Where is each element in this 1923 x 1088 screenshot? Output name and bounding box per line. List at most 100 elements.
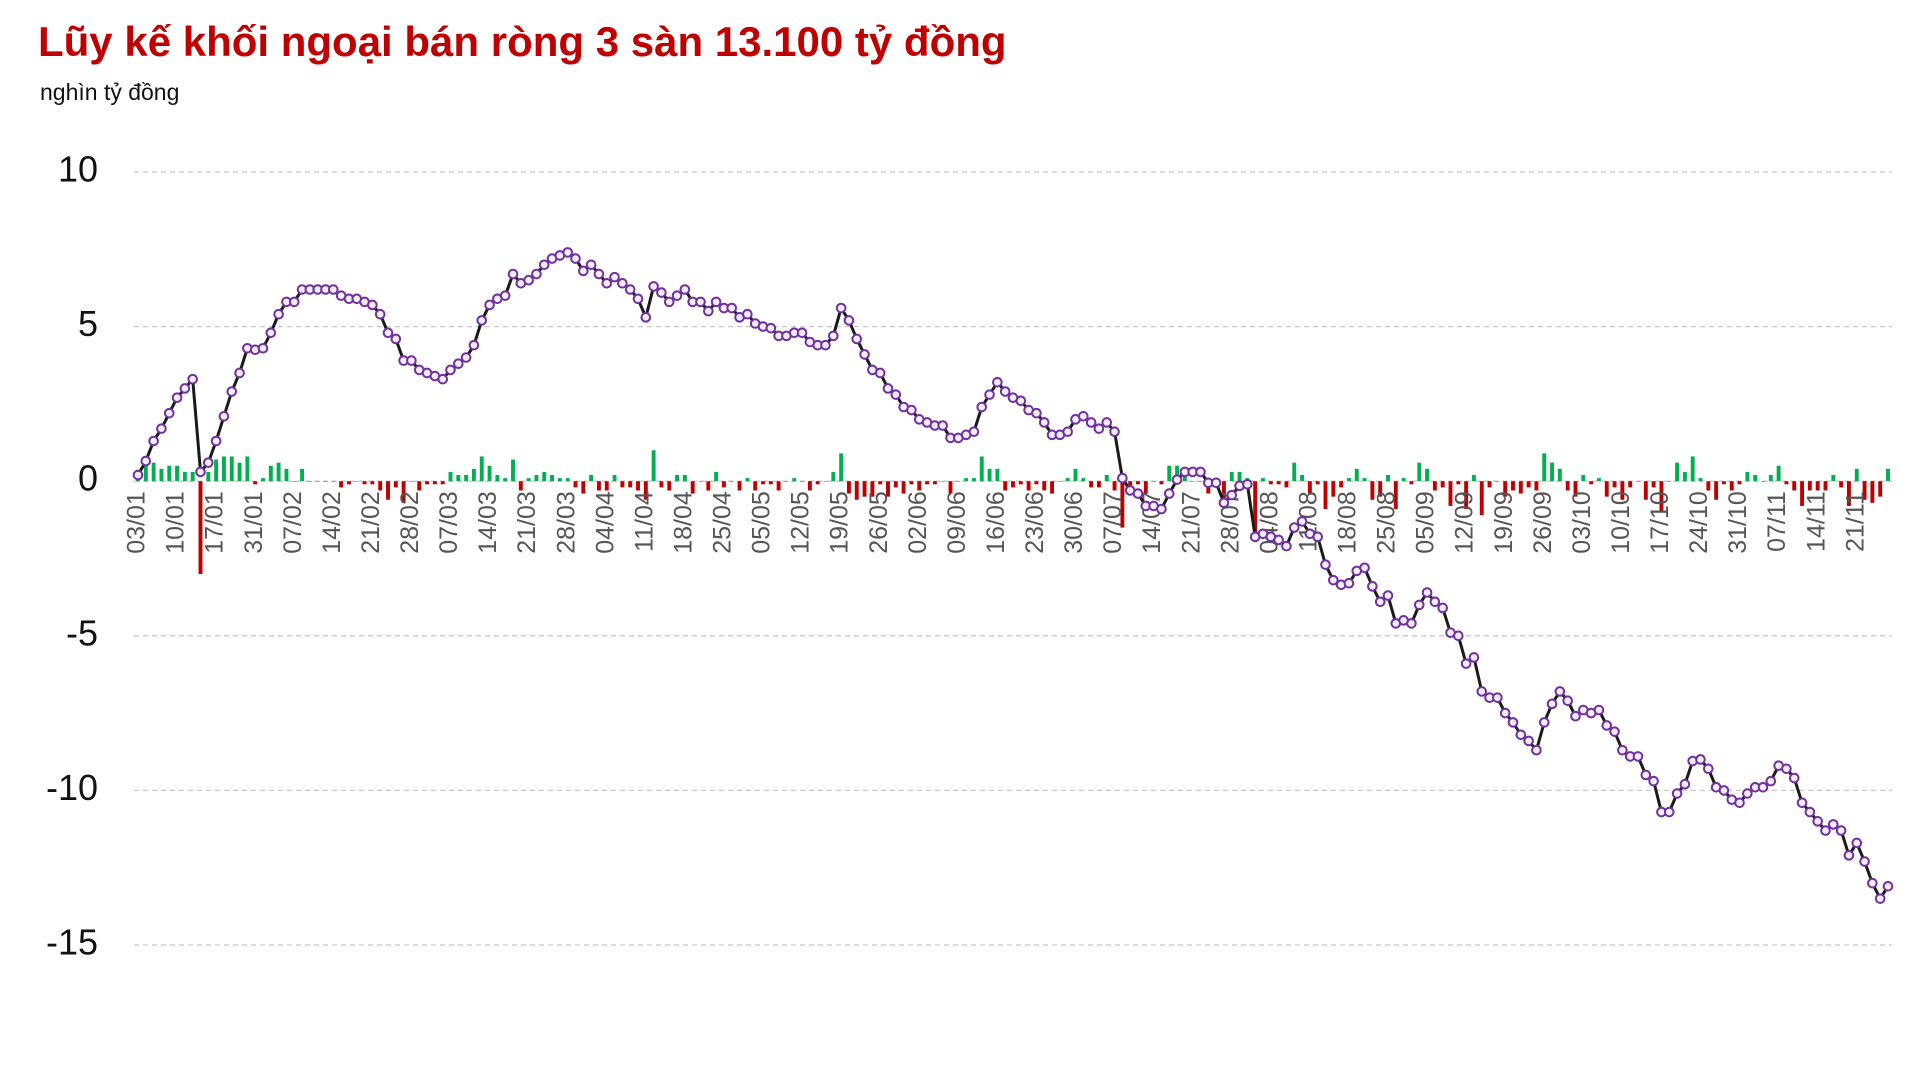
- bar: [870, 481, 875, 497]
- bar: [346, 481, 351, 485]
- line-marker: [484, 299, 495, 311]
- bar: [1339, 481, 1344, 488]
- line-marker: [742, 308, 753, 320]
- bar: [557, 478, 562, 482]
- line-marker: [695, 296, 706, 308]
- line-marker: [234, 367, 245, 379]
- line-marker: [1874, 893, 1886, 904]
- bar: [1518, 481, 1523, 494]
- line-marker: [648, 281, 659, 292]
- x-tick-label: 31/01: [240, 491, 268, 554]
- line-marker: [1835, 825, 1847, 836]
- line-marker: [656, 287, 667, 298]
- x-tick-label: 18/08: [1334, 491, 1362, 554]
- bar: [768, 481, 773, 485]
- bar: [393, 481, 398, 488]
- bar: [182, 471, 187, 482]
- bar: [1651, 481, 1656, 488]
- x-tick-label: 25/08: [1373, 491, 1401, 554]
- line-marker: [593, 268, 605, 280]
- line-marker: [1663, 806, 1675, 818]
- line-marker: [968, 426, 980, 438]
- bar: [1487, 481, 1492, 488]
- bar: [948, 481, 953, 494]
- bar: [526, 478, 531, 482]
- line-marker: [453, 358, 464, 370]
- line-marker: [1695, 754, 1706, 765]
- line-marker: [726, 302, 738, 314]
- bar: [425, 481, 430, 485]
- line-marker: [828, 330, 839, 342]
- line-marker: [1531, 744, 1542, 756]
- line-marker: [1281, 540, 1292, 552]
- x-tick-label: 14/03: [474, 491, 502, 554]
- line-marker: [570, 253, 581, 264]
- bar: [932, 481, 937, 485]
- line-marker: [468, 339, 480, 351]
- line-marker: [1359, 562, 1370, 574]
- bar: [471, 468, 476, 482]
- bar: [143, 465, 148, 482]
- line-marker: [1757, 782, 1769, 793]
- bar: [815, 481, 820, 485]
- x-tick-label: 07/02: [279, 491, 307, 554]
- bar: [167, 465, 172, 482]
- bar: [1800, 481, 1805, 506]
- line-marker: [1601, 720, 1613, 731]
- bar: [1151, 481, 1156, 482]
- x-tick-label: 21/11: [1841, 491, 1869, 552]
- bar: [1143, 481, 1148, 494]
- bar: [1175, 465, 1180, 482]
- bar: [1886, 468, 1890, 482]
- line-marker: [1132, 488, 1144, 499]
- line-marker: [640, 312, 652, 323]
- line-marker: [1828, 819, 1839, 830]
- bar: [776, 481, 781, 491]
- line-marker: [874, 367, 886, 379]
- x-tick-label: 26/05: [865, 491, 893, 554]
- bar: [620, 481, 625, 488]
- bar: [198, 481, 203, 574]
- line-marker: [710, 296, 722, 308]
- line-marker: [523, 274, 534, 286]
- bar: [1589, 481, 1594, 485]
- bar: [1386, 475, 1390, 482]
- x-tick-label: 05/09: [1412, 491, 1440, 554]
- bar: [1714, 481, 1719, 500]
- bar: [831, 471, 836, 482]
- line-marker: [203, 457, 214, 468]
- x-tick-label: 12/09: [1451, 491, 1479, 554]
- bar: [1870, 481, 1875, 503]
- line-marker: [999, 386, 1011, 397]
- line-marker: [1171, 474, 1183, 485]
- bar: [1557, 468, 1562, 482]
- bar: [1448, 481, 1453, 506]
- bar: [878, 481, 883, 485]
- line-marker: [1734, 797, 1745, 809]
- line-marker: [1859, 856, 1870, 867]
- line-marker: [499, 290, 511, 301]
- bar: [1331, 481, 1336, 497]
- line-marker: [906, 404, 917, 416]
- bar: [284, 468, 289, 482]
- line-marker: [1499, 707, 1511, 719]
- x-tick-label: 10/01: [162, 491, 190, 554]
- bar: [354, 481, 359, 482]
- bar: [1432, 481, 1437, 491]
- bar: [1221, 481, 1226, 503]
- line-marker: [1296, 516, 1308, 527]
- line-marker: [1609, 726, 1620, 737]
- line-marker: [179, 383, 191, 394]
- line-marker: [835, 302, 847, 314]
- line-marker: [1546, 698, 1558, 710]
- line-marker: [1429, 596, 1441, 608]
- bar: [1768, 475, 1773, 482]
- bar: [1815, 481, 1820, 491]
- x-tick-label: 26/09: [1529, 491, 1557, 554]
- bar: [307, 481, 312, 482]
- bar: [1104, 475, 1109, 482]
- x-tick-label: 18/04: [669, 491, 697, 554]
- bar: [1526, 481, 1531, 488]
- bar: [1315, 481, 1320, 485]
- x-tick-label: 28/03: [552, 491, 580, 554]
